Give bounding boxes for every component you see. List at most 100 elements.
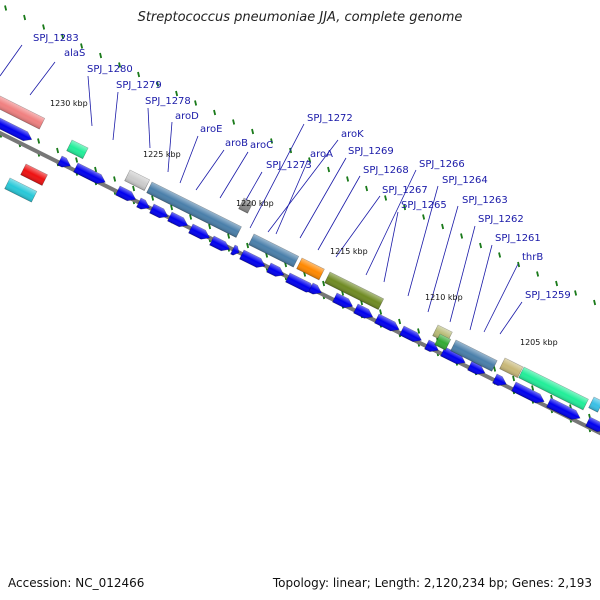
gene-label-spj-1279[interactable]: SPJ_1279 (116, 80, 162, 91)
feature-bar-shade (4, 178, 37, 203)
gene-label-spj-1266[interactable]: SPJ_1266 (419, 159, 465, 170)
gene-label-spj-1265[interactable]: SPJ_1265 (401, 200, 447, 211)
scale-tick (99, 52, 103, 59)
scale-tick (208, 223, 212, 230)
feature-bar (20, 163, 48, 186)
leader-line (29, 61, 56, 96)
gene-arrow (230, 244, 240, 256)
gene-arrow (492, 373, 507, 386)
gene-label-spj-1262[interactable]: SPJ_1262 (478, 214, 524, 225)
kbp-label-1215: 1215 kbp (330, 247, 368, 256)
feature-bar (588, 396, 600, 413)
gene-arrow (353, 303, 374, 319)
gene-label-spj-1283[interactable]: SPJ_1283 (33, 33, 79, 44)
scale-tick (441, 223, 445, 230)
feature-bar (450, 339, 498, 372)
feature-bar-shade (20, 164, 48, 186)
leader-line (275, 159, 309, 235)
scale-tick (246, 242, 250, 249)
gene-arrow-shade (0, 118, 32, 141)
gene-label-spj-1273[interactable]: SPJ_1273 (266, 160, 312, 171)
gene-label-aroe[interactable]: aroE (200, 124, 222, 135)
gene-label-spj-1261[interactable]: SPJ_1261 (495, 233, 541, 244)
feature-bar-shade (124, 170, 150, 191)
gene-arrow (424, 339, 439, 352)
leader-line (245, 171, 263, 201)
scale-tick (308, 157, 312, 163)
scale-tick (194, 100, 198, 106)
kbp-label-1210: 1210 kbp (425, 293, 463, 302)
gene-label-spj-1280[interactable]: SPJ_1280 (87, 64, 133, 75)
gene-label-thrb[interactable]: thrB (522, 252, 543, 263)
feature-bar-shade (0, 96, 45, 130)
gene-label-spj-1264[interactable]: SPJ_1264 (442, 175, 488, 186)
gene-label-spj-1268[interactable]: SPJ_1268 (363, 165, 409, 176)
scale-tick (512, 375, 516, 382)
gene-arrow-shade (73, 163, 106, 184)
gene-label-arob[interactable]: aroB (225, 138, 248, 149)
gene-label-arok[interactable]: aroK (341, 129, 364, 140)
feature-bar-shade (499, 358, 523, 378)
feature-bar (238, 197, 254, 214)
feature-bar-shade (248, 234, 299, 268)
scale-tick (189, 214, 193, 220)
gene-arrow (57, 155, 71, 168)
kbp-label-1220: 1220 kbp (236, 199, 274, 208)
scale-tick (4, 5, 8, 11)
leader-line (449, 225, 476, 323)
accession-text: Accession: NC_012466 (8, 576, 145, 590)
gene-arrow-shade (57, 156, 71, 168)
scale-tick (37, 138, 41, 144)
gene-label-arod[interactable]: aroD (175, 111, 199, 122)
gene-label-spj-1269[interactable]: SPJ_1269 (348, 146, 394, 157)
gene-arrow-shade (230, 245, 240, 256)
gene-arrow-shade (285, 273, 315, 293)
feature-bar (324, 271, 385, 310)
gene-label-spj-1272[interactable]: SPJ_1272 (307, 113, 353, 124)
gene-arrow (546, 397, 581, 420)
kbp-label-1230: 1230 kbp (50, 99, 88, 108)
leader-line (469, 244, 493, 331)
gene-label-spj-1267[interactable]: SPJ_1267 (382, 185, 428, 196)
scale-tick (517, 261, 521, 268)
scale-tick (251, 128, 255, 135)
scale-tick (422, 214, 426, 220)
gene-label-alas[interactable]: alaS (64, 48, 85, 59)
scale-tick (270, 138, 274, 144)
gene-track (0, 117, 600, 433)
scale-tick (417, 328, 421, 334)
gene-arrow-shade (511, 382, 545, 404)
leader-line (147, 107, 151, 149)
leader-line (167, 121, 173, 173)
feature-bar (124, 169, 151, 191)
feature-track (0, 95, 600, 413)
gene-arrow-shade (440, 347, 466, 364)
leader-line (407, 185, 439, 297)
gene-label-aroa[interactable]: aroA (310, 149, 333, 160)
gene-arrow (73, 162, 106, 184)
scale-tick (536, 271, 540, 277)
feature-bar (248, 233, 300, 268)
scale-tick (56, 147, 60, 154)
gene-label-aroc[interactable]: aroC (250, 140, 273, 151)
leader-line (219, 151, 249, 199)
leader-line (112, 91, 119, 141)
feature-bar-shade (238, 198, 253, 214)
feature-bar (499, 357, 524, 379)
kbp-label-1205: 1205 kbp (520, 338, 558, 347)
gene-arrow-shade (308, 283, 322, 295)
scale-tick (23, 14, 27, 21)
gene-arrow (115, 185, 137, 202)
gene-arrow-shade (332, 293, 353, 308)
scale-tick (156, 81, 160, 87)
gene-arrow-shade (424, 340, 439, 352)
leader-line (335, 195, 381, 258)
scale-tick (498, 252, 502, 258)
gene-label-spj-1259[interactable]: SPJ_1259 (525, 290, 571, 301)
gene-label-spj-1278[interactable]: SPJ_1278 (145, 96, 191, 107)
gene-label-spj-1263[interactable]: SPJ_1263 (462, 195, 508, 206)
genome-title: Streptococcus pneumoniae JJA, complete g… (137, 10, 463, 25)
gene-arrow-shade (374, 314, 400, 331)
scale-tick (113, 176, 117, 182)
